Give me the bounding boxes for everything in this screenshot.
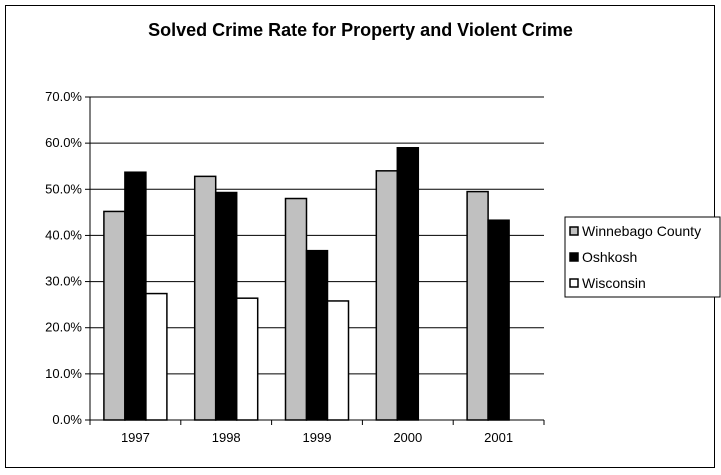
x-tick-label: 1999 xyxy=(303,430,332,445)
y-tick-label: 70.0% xyxy=(45,89,82,104)
bar xyxy=(103,210,126,421)
y-tick-label: 50.0% xyxy=(45,181,82,196)
y-tick-label: 0.0% xyxy=(52,412,82,427)
bar xyxy=(193,175,217,421)
bar xyxy=(214,191,238,421)
y-tick-label: 30.0% xyxy=(45,274,82,289)
x-tick-label: 2001 xyxy=(484,430,513,445)
legend-swatch xyxy=(569,226,579,236)
bar xyxy=(305,249,329,421)
y-tick-label: 10.0% xyxy=(45,366,82,381)
y-tick-label: 40.0% xyxy=(45,227,82,242)
y-tick-label: 60.0% xyxy=(45,135,82,150)
y-tick-label: 20.0% xyxy=(45,320,82,335)
bar xyxy=(375,170,399,421)
legend-box xyxy=(564,216,721,298)
x-tick-label: 1997 xyxy=(121,430,150,445)
axis-layer: 0.0% 10.0% 20.0% 30.0% 40.0% 50.0% 60.0% 70.0% 1… xyxy=(45,89,545,445)
bar xyxy=(326,300,350,421)
bar xyxy=(466,190,489,421)
x-tick-label: 1998 xyxy=(212,430,241,445)
legend-layer: Winnebago County Oshkosh Wisconsin xyxy=(564,216,721,298)
legend-label: Wisconsin xyxy=(582,275,646,291)
legend-swatch xyxy=(569,278,579,288)
x-tick-label: 2000 xyxy=(393,430,422,445)
bar xyxy=(284,197,308,421)
bar xyxy=(487,219,510,421)
bar xyxy=(396,147,420,421)
bar xyxy=(235,297,259,421)
bar xyxy=(145,292,168,421)
legend-swatch xyxy=(569,252,579,262)
chart-title: Solved Crime Rate for Property and Viole… xyxy=(148,20,573,40)
bar-layer xyxy=(103,147,510,421)
legend-label: Oshkosh xyxy=(582,249,637,265)
bar xyxy=(124,171,147,421)
legend-label: Winnebago County xyxy=(582,223,701,239)
